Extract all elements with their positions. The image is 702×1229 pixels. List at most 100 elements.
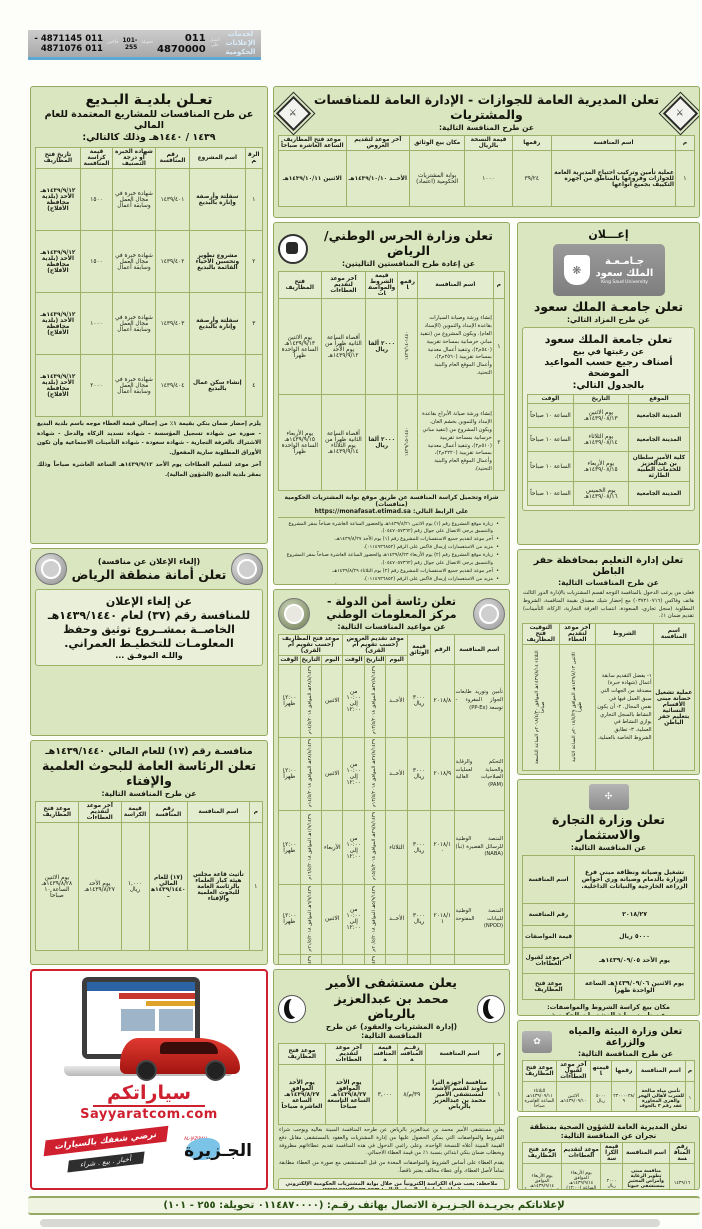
aljazirah-logo: AL-JAZIRAH الجـزيرة [184, 1136, 252, 1161]
cell: ١ [685, 1081, 695, 1111]
cell: الثلاثاء [385, 954, 408, 964]
hafar-para: فعلى من يرغب الدخول بالمنافسة التوجه لقس… [523, 590, 694, 620]
cell: الأحــد [385, 883, 408, 956]
ksu-table: الموقع التاريخ الوقت المدينة الجامعية يو… [527, 394, 691, 506]
cell: من ١٠:٠٠ إلى ١٢:٠٠ [342, 883, 365, 956]
cell: ٢٠١٨/١٢ [430, 954, 455, 964]
cell: ٢٣٠٠٠٠٣٨/٩ [611, 1081, 637, 1111]
cell: ٢٠١٨/٩ [430, 737, 455, 812]
cell: (١٧) للعام المالي ١٤٣٩/١٤٤٠هـ [148, 822, 189, 951]
cell: الأحــد ١٤٣٩/١٠/١٠هـ [345, 150, 410, 207]
bullet-item: آخر موعد لتقديم جميع الاستفسارات للمشروع… [280, 568, 499, 575]
cell: ٥٠٠٠ ريال [574, 925, 695, 948]
col-header: قيمتها [589, 1060, 613, 1082]
ad-state-security-nic: تعلن رئاسة أمن الدولة - مركز المعلومات ا… [273, 589, 510, 965]
col-header: اسم المنافسة [622, 1142, 671, 1164]
sayyarat-tagline2: أخبار . بيع . شراء [67, 1151, 145, 1173]
gov-ads-label-line2: الإعلانات الحكومية [225, 39, 256, 56]
ksu-subtitle: عن طرح المزاد التالي: [566, 315, 650, 324]
cell: من ١٠:٠٠ إلى ١٢:٠٠ [342, 663, 365, 739]
cell: يوم الأحد الموافق ١٤٣٩/٨/٢٧هـ الساعة الع… [278, 1064, 326, 1125]
cell: تأمين وتوريد طابعات الجواز المقروء - توس… [453, 663, 506, 739]
col-header: م [674, 135, 696, 151]
table-row: المدينة الجامعية يوم الاثنين ١٤٣٩/٠٨/١٣ه… [527, 403, 691, 428]
amanah-title: تعلن أمانة منطقة الرياض [71, 566, 227, 582]
col-header: الوقت [527, 394, 574, 404]
pmah-note1: ملاحظة: يجب شراء الكراسة إلكترونياً من خ… [285, 1180, 498, 1190]
col-header: موعد لتقديم العطاءات [561, 1142, 602, 1164]
col-header: قيمة المنافسة [371, 1043, 399, 1065]
ad-ifta-presidency: منافسـة رقم (١٧) للعام المالي ١٤٣٩/١٤٤٠ه… [30, 740, 268, 965]
amanah-line: عن إلغاء الإعلان [105, 595, 193, 608]
bullet-item: آخر موعد لتقديم جميع الاستفسارات للمشروع… [280, 536, 499, 543]
bullet-item: مزيد من الاستفسارات إرسال فاكس على الرقم… [280, 544, 499, 551]
bullet-item: مكان تقديم العروض (إدارة المنافسات والعق… [280, 584, 499, 585]
badie-subtitle2: ١٤٣٩ / ١٤٤٠هـ وذلك كالتالي: [82, 132, 216, 143]
call-label: اتصل على [209, 37, 220, 48]
ksu-inner-line3: بالجدول التالي: [572, 380, 645, 391]
cell: منافسة مبنى تطوير الرعاية وأمراض المختبر… [622, 1163, 671, 1189]
cell: الاثنين [321, 883, 344, 956]
cell: الساعة ١٠ صباحاً [527, 403, 574, 428]
sayyarat-tagline1: نرضي شغفك بالسيارات [43, 1125, 169, 1157]
aljazirah-logo-ar: الجـزيرة [184, 1140, 252, 1161]
cell: ٢٠٠٠ ريال [600, 1163, 624, 1189]
cell: ١ [674, 150, 696, 207]
row-label: قيمة المواصفات [521, 925, 576, 948]
cell: ١٥٠٠ [79, 230, 114, 293]
cell: ٣٠٠٠ ريال [406, 810, 432, 885]
cell: ٢٠١٨/٨ [430, 663, 455, 739]
cell: يوم الأربعاء ١٤٣٩/٩/١٥هـ الساعة الواحدة … [278, 394, 322, 491]
cell: يوم الأربعاء الموافق ١٤٣٩/٩/١٤هـ الساعة … [521, 1163, 563, 1189]
cell: ١ [248, 822, 264, 951]
ksu-inner-line2: أصناف رجيع حسب المواعيد الموضحة [544, 357, 673, 379]
badie-title: تعـلن بلديـة البـديع [85, 92, 213, 108]
cell: ٣٠٠٠ ريال [406, 663, 432, 739]
cell: تأثيث قاعة مجلس هيئة كبار العلماء بالرئا… [187, 822, 250, 951]
cell: ٧/٩/١٤٣٩هـ الموافق ٢٢/٥/٢٠١٨م [372, 956, 378, 964]
cell: يوم الاثنين ١٤٣٩/٨/٢٨هـ الساعة ١٠ صباحاً [35, 822, 79, 951]
col-header: الوقت [278, 655, 301, 665]
col-header: رقم المنافسة [669, 1142, 695, 1164]
col-header: آخر موعد لتقديم العطاءات [320, 271, 367, 299]
col-header: رقــم المنافسة [397, 1043, 427, 1065]
cell: ٢ [244, 230, 264, 293]
cell: الثلاثاء ١٤٣٩/٠٩/١١هـ الساعة العاشرة صبا… [522, 1081, 557, 1111]
cell: ٢٧/٨/١٤٣٩هـ الموافق ١٣/٥/٢٠١٨م [372, 666, 378, 735]
pmah-title1: يعلن مستشفى الأمير [326, 975, 457, 990]
cell: ٢٠٠٠ [79, 354, 114, 417]
pmah-logo-icon [278, 994, 306, 1023]
table-row: المدينة الجامعية يوم الخميس ١٤٣٩/٠٨/١٦هـ… [527, 481, 691, 506]
jawazat-emblem-icon: ⚔ [274, 91, 315, 135]
col-header: م [685, 1060, 695, 1082]
table-row: ١ سفلتة وأرصفة وإنارة بالبديع ١٤٣٩/٤٠١ ش… [35, 168, 264, 231]
amanah-line: واللـه الموفـق ... [115, 651, 183, 660]
gov-ads-label-line1: لخدمات [227, 30, 254, 39]
security-title: تعلن رئاسة أمن الدولة - مركز المعلومات ا… [326, 595, 457, 621]
col-header: اسم المنافسة [652, 623, 696, 646]
aljazirah-map-icon [186, 1137, 221, 1160]
cell: يوم الثلاثاء ١٤٣٩/٠٨/١٤هـ [572, 427, 629, 452]
col-header: الموقع [627, 394, 691, 404]
col-header: فتح المظاريف [278, 271, 322, 299]
cell: ٢٨/٨/١٤٣٩هـ الموافق ١٤/٥/٢٠١٨م [307, 739, 313, 808]
col-header: قيمة الشروط والمواصفات [365, 271, 399, 299]
gov-ads-label: لخدمات الإعلانات الحكومية [224, 30, 257, 56]
col-header: التاريخ [572, 394, 629, 404]
cell: الأحــد [385, 737, 408, 812]
cell: الاثنين ١٤٣٩/١٠/١١هـ [278, 150, 347, 207]
table-row: تشغيل وصيانة ونظافة مبنى فرع الوزارة بال… [521, 855, 695, 904]
cell: الأربعاء [321, 810, 344, 885]
cell: ١ [492, 1064, 506, 1125]
col-header: تاريخ فتح المظاريف [35, 147, 81, 169]
cell: ١٢:٠٠ ظهراً [278, 737, 301, 812]
ifta-top-line: منافسـة رقم (١٧) للعام المالي ١٤٣٩/١٤٤٠ه… [45, 746, 253, 757]
bottom-gray-bar [40, 1219, 660, 1227]
cell: التحكم والرقابة والحماية لعمليات الصلاحي… [453, 737, 506, 812]
col-header: آخر موعد لقبول العطاءات [555, 1060, 591, 1082]
cell: ١٢:٠٠ ظهراً [278, 883, 301, 956]
cell: تشغيل وصيانة ونظافة مبنى فرع الوزارة بال… [574, 855, 695, 904]
col-header: اسم المنافسة [550, 135, 676, 151]
cell: ١- يفضل التقديم سابقة أعمال (شهادة خبرة)… [595, 644, 654, 772]
cell: ١٤٤٠-١٤٣٩/١٥ [404, 426, 410, 457]
